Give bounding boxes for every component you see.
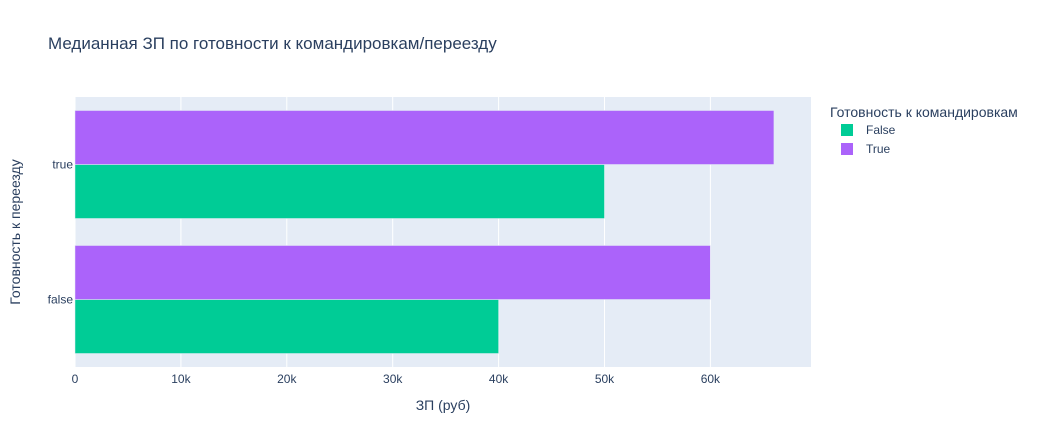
bar-false-false — [74, 299, 499, 354]
legend: Готовность к командировкам False True — [830, 104, 1018, 156]
y-axis-title: Готовность к переезду — [7, 159, 23, 304]
y-tick-label-true: true — [52, 158, 73, 172]
y-tick-label-false: false — [48, 293, 74, 307]
x-tick-label-1: 10k — [171, 372, 191, 386]
legend-swatch-false[interactable] — [841, 124, 853, 136]
x-tick-label-4: 40k — [489, 372, 509, 386]
bar-true-false — [74, 164, 605, 219]
bar-false-true — [74, 245, 711, 300]
x-tick-label-2: 20k — [277, 372, 297, 386]
x-tick-label-5: 50k — [595, 372, 615, 386]
legend-title: Готовность к командировкам — [830, 104, 1018, 120]
bars — [74, 110, 775, 354]
legend-label-true[interactable]: True — [866, 142, 891, 156]
legend-label-false[interactable]: False — [866, 123, 896, 137]
x-axis-title: ЗП (руб) — [416, 397, 471, 413]
bar-true-true — [74, 110, 775, 165]
y-axis-ticks: false true — [48, 158, 74, 307]
x-tick-label-6: 60k — [701, 372, 721, 386]
x-axis-ticks: 0 10k 20k 30k 40k 50k 60k — [72, 372, 721, 386]
x-tick-label-3: 30k — [383, 372, 403, 386]
chart-title: Медианная ЗП по готовности к командировк… — [48, 34, 497, 53]
x-tick-label-0: 0 — [72, 372, 79, 386]
legend-swatch-true[interactable] — [841, 143, 853, 155]
